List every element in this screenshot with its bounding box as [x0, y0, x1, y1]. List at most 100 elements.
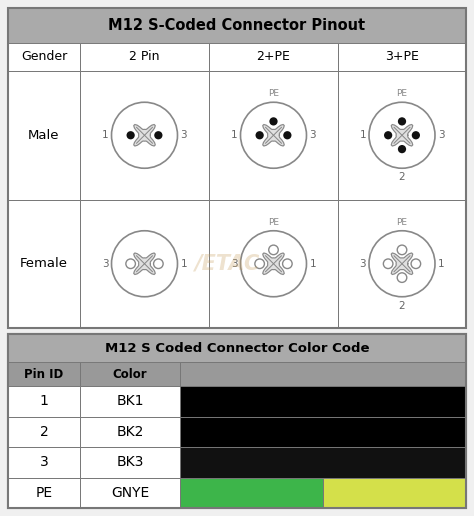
Text: PE: PE: [396, 89, 408, 98]
Bar: [180, 416, 466, 447]
Circle shape: [127, 131, 135, 139]
Text: 2+PE: 2+PE: [256, 51, 291, 63]
Circle shape: [383, 259, 393, 268]
Text: 3: 3: [181, 130, 187, 140]
Bar: [80, 447, 180, 477]
Circle shape: [111, 102, 177, 168]
Text: Pin ID: Pin ID: [24, 367, 64, 380]
Text: /ETAC: /ETAC: [194, 254, 260, 274]
Bar: [80, 386, 180, 416]
Polygon shape: [134, 253, 155, 275]
Bar: [338, 200, 466, 328]
Text: Female: Female: [20, 257, 68, 270]
Text: Color: Color: [113, 367, 147, 380]
Text: 1: 1: [438, 259, 445, 269]
Bar: [8, 8, 466, 328]
Text: 1: 1: [310, 259, 316, 269]
Bar: [8, 334, 466, 508]
Circle shape: [411, 259, 420, 268]
Bar: [180, 362, 466, 386]
Bar: [8, 334, 466, 508]
Bar: [180, 386, 466, 416]
Text: 3: 3: [102, 259, 109, 269]
Text: BK1: BK1: [116, 394, 144, 408]
Bar: [8, 71, 80, 200]
Polygon shape: [263, 253, 284, 275]
Text: 1: 1: [39, 394, 48, 408]
Text: 2: 2: [40, 425, 48, 439]
Circle shape: [397, 273, 407, 282]
Text: 3: 3: [310, 130, 316, 140]
Circle shape: [269, 117, 278, 125]
Text: Male: Male: [28, 129, 60, 142]
Circle shape: [240, 231, 307, 297]
Circle shape: [269, 245, 278, 255]
Text: 2 Pin: 2 Pin: [129, 51, 160, 63]
Circle shape: [126, 259, 136, 268]
Text: PE: PE: [36, 486, 53, 500]
Text: 2: 2: [399, 301, 405, 311]
Bar: [8, 416, 80, 447]
Circle shape: [255, 131, 264, 139]
Bar: [8, 334, 466, 362]
Bar: [338, 43, 466, 71]
Bar: [8, 8, 466, 43]
Text: BK2: BK2: [116, 425, 144, 439]
Text: 1: 1: [359, 130, 366, 140]
Circle shape: [283, 259, 292, 268]
Polygon shape: [391, 124, 413, 146]
Bar: [8, 200, 80, 328]
Polygon shape: [263, 124, 284, 146]
Bar: [8, 8, 466, 328]
Text: PE: PE: [268, 89, 279, 98]
Text: 2: 2: [399, 172, 405, 182]
Bar: [80, 71, 209, 200]
Bar: [180, 362, 466, 386]
Polygon shape: [134, 124, 155, 146]
Text: 3: 3: [231, 259, 237, 269]
Bar: [80, 43, 209, 71]
Text: GNYE: GNYE: [111, 486, 149, 500]
Circle shape: [398, 145, 406, 153]
Text: BK3: BK3: [116, 455, 144, 469]
Bar: [323, 477, 466, 508]
Bar: [8, 386, 80, 416]
Text: M12 S-Coded Connector Pinout: M12 S-Coded Connector Pinout: [109, 18, 365, 33]
Text: 1: 1: [181, 259, 187, 269]
Text: Gender: Gender: [21, 51, 67, 63]
Bar: [209, 71, 338, 200]
Text: 1: 1: [102, 130, 109, 140]
Bar: [80, 477, 180, 508]
Bar: [180, 477, 323, 508]
Circle shape: [369, 231, 435, 297]
Circle shape: [283, 131, 292, 139]
Circle shape: [369, 102, 435, 168]
Circle shape: [154, 259, 163, 268]
Bar: [8, 447, 80, 477]
Bar: [8, 477, 80, 508]
Text: 3+PE: 3+PE: [385, 51, 419, 63]
Text: PE: PE: [396, 218, 408, 227]
Bar: [8, 362, 80, 386]
Bar: [8, 43, 80, 71]
Circle shape: [240, 102, 307, 168]
Circle shape: [154, 131, 163, 139]
Text: 3: 3: [40, 455, 48, 469]
Bar: [80, 416, 180, 447]
Bar: [80, 200, 209, 328]
Text: 1: 1: [231, 130, 237, 140]
Bar: [338, 71, 466, 200]
Bar: [180, 447, 466, 477]
Polygon shape: [391, 253, 413, 275]
Circle shape: [398, 117, 406, 125]
Text: 3: 3: [438, 130, 445, 140]
Circle shape: [255, 259, 264, 268]
Text: PE: PE: [268, 218, 279, 227]
Bar: [80, 362, 180, 386]
Bar: [209, 43, 338, 71]
Circle shape: [397, 245, 407, 255]
Circle shape: [384, 131, 392, 139]
Circle shape: [412, 131, 420, 139]
Bar: [209, 200, 338, 328]
Circle shape: [111, 231, 177, 297]
